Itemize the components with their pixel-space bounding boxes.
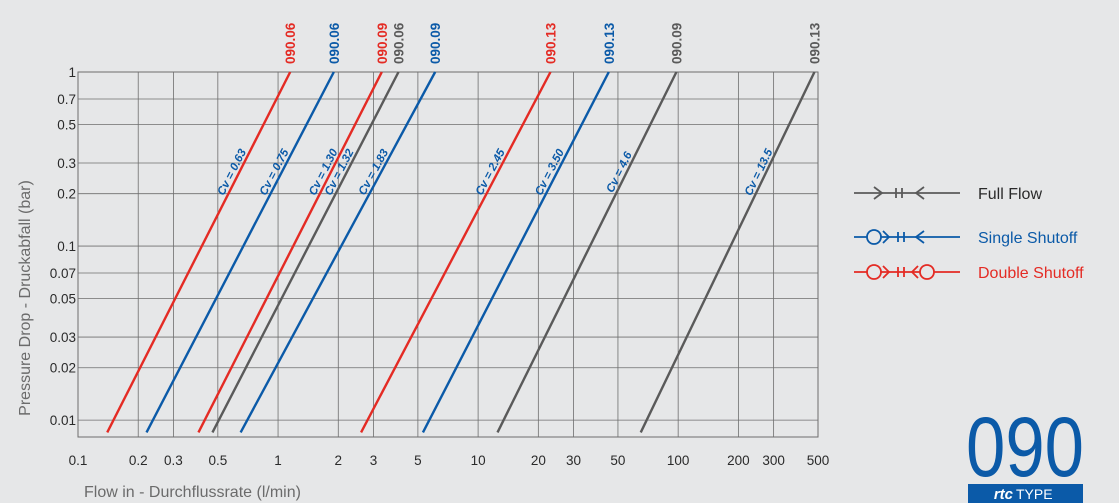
chart-grid (77, 71, 819, 438)
legend-arrow (873, 186, 884, 200)
legend-arrow (882, 265, 891, 279)
x-tick-label: 1 (274, 453, 282, 468)
series-line (496, 71, 678, 433)
y-tick-label: 0.01 (50, 413, 76, 428)
type-090-logo: 090 rtc TYPE (966, 400, 1084, 503)
x-tick-label: 20 (531, 453, 546, 468)
legend-valve (866, 264, 882, 280)
legend: Full Flow Single Shutoff Double Shutoff (854, 186, 1084, 282)
size-label: 090.13 (602, 22, 617, 64)
x-tick-label: 0.3 (164, 453, 183, 468)
size-label: 090.06 (327, 22, 342, 64)
legend-symbol-single (854, 229, 960, 245)
legend-valve (919, 264, 935, 280)
x-tick-label: 500 (807, 453, 830, 468)
logo-brand: rtc (994, 486, 1014, 503)
logo-number: 090 (966, 400, 1084, 494)
x-tick-label: 50 (610, 453, 625, 468)
legend-label: Double Shutoff (978, 265, 1084, 282)
series-line (639, 71, 816, 433)
size-label: 090.13 (807, 22, 822, 64)
size-label: 090.06 (283, 22, 298, 64)
series-line (239, 71, 437, 433)
y-axis-title: Pressure Drop - Druckabfall (bar) (17, 180, 34, 416)
x-tick-label: 2 (335, 453, 343, 468)
cv-label: Cv = 0.63 (216, 147, 250, 198)
legend-label: Single Shutoff (978, 230, 1078, 247)
y-tick-label: 0.1 (57, 239, 76, 254)
x-tick-label: 0.5 (208, 453, 227, 468)
x-axis-title: Flow in - Durchflussrate (l/min) (84, 484, 301, 501)
series-line (421, 71, 610, 433)
series-line (145, 71, 335, 433)
y-tick-label: 0.03 (50, 330, 76, 345)
top-size-labels: 090.06 090.06 090.09 090.06 090.09 090.13 090.… (283, 22, 822, 64)
legend-arrow (914, 230, 925, 244)
x-tick-label: 200 (727, 453, 750, 468)
size-label: 090.09 (375, 23, 390, 64)
series-line (360, 71, 552, 433)
y-tick-label: 0.2 (57, 187, 76, 202)
y-tick-label: 0.05 (50, 291, 76, 306)
x-tick-label: 10 (471, 453, 486, 468)
x-tick-label: 0.2 (129, 453, 148, 468)
series-line (197, 71, 383, 433)
size-label: 090.09 (669, 23, 684, 64)
legend-arrow (914, 186, 925, 200)
x-tick-label: 0.1 (69, 453, 88, 468)
y-tick-label: 0.07 (50, 266, 76, 281)
y-tick-labels: 1 0.7 0.5 0.3 0.2 0.1 0.07 0.05 0.03 0.02 0.01 (50, 65, 76, 428)
legend-entry: Single Shutoff (854, 229, 1078, 247)
cv-label: Cv = 1.83 (357, 147, 392, 197)
logo-suffix: TYPE (1016, 486, 1053, 502)
x-tick-labels: 0.1 0.2 0.3 0.5 1 2 3 5 10 20 30 50 100 200 300 500 (69, 453, 830, 468)
chart-series (106, 71, 816, 433)
legend-entry: Double Shutoff (854, 264, 1084, 282)
cv-label: Cv = 13.5 (743, 147, 776, 198)
legend-arrow (882, 230, 891, 244)
y-tick-label: 0.3 (57, 156, 76, 171)
size-label: 090.06 (392, 22, 407, 64)
series-line (211, 71, 400, 433)
x-tick-label: 30 (566, 453, 581, 468)
legend-label: Full Flow (978, 186, 1042, 203)
series-line (106, 71, 292, 433)
y-tick-label: 0.5 (57, 117, 76, 132)
x-tick-label: 300 (762, 453, 785, 468)
y-tick-label: 0.02 (50, 361, 76, 376)
legend-symbol-full (854, 186, 960, 200)
x-tick-label: 3 (370, 453, 378, 468)
legend-entry: Full Flow (854, 186, 1042, 203)
legend-arrow (910, 265, 919, 279)
cv-label: Cv = 2.45 (474, 147, 508, 198)
size-label: 090.13 (543, 22, 558, 64)
x-tick-label: 100 (667, 453, 690, 468)
x-tick-label: 5 (414, 453, 422, 468)
legend-valve (866, 229, 882, 245)
legend-symbol-double (854, 264, 960, 280)
size-label: 090.09 (428, 23, 443, 64)
y-tick-label: 1 (68, 65, 76, 80)
cv-label: Cv = 0.75 (258, 147, 292, 198)
y-tick-label: 0.7 (57, 92, 76, 107)
logo-bar (968, 484, 1083, 503)
